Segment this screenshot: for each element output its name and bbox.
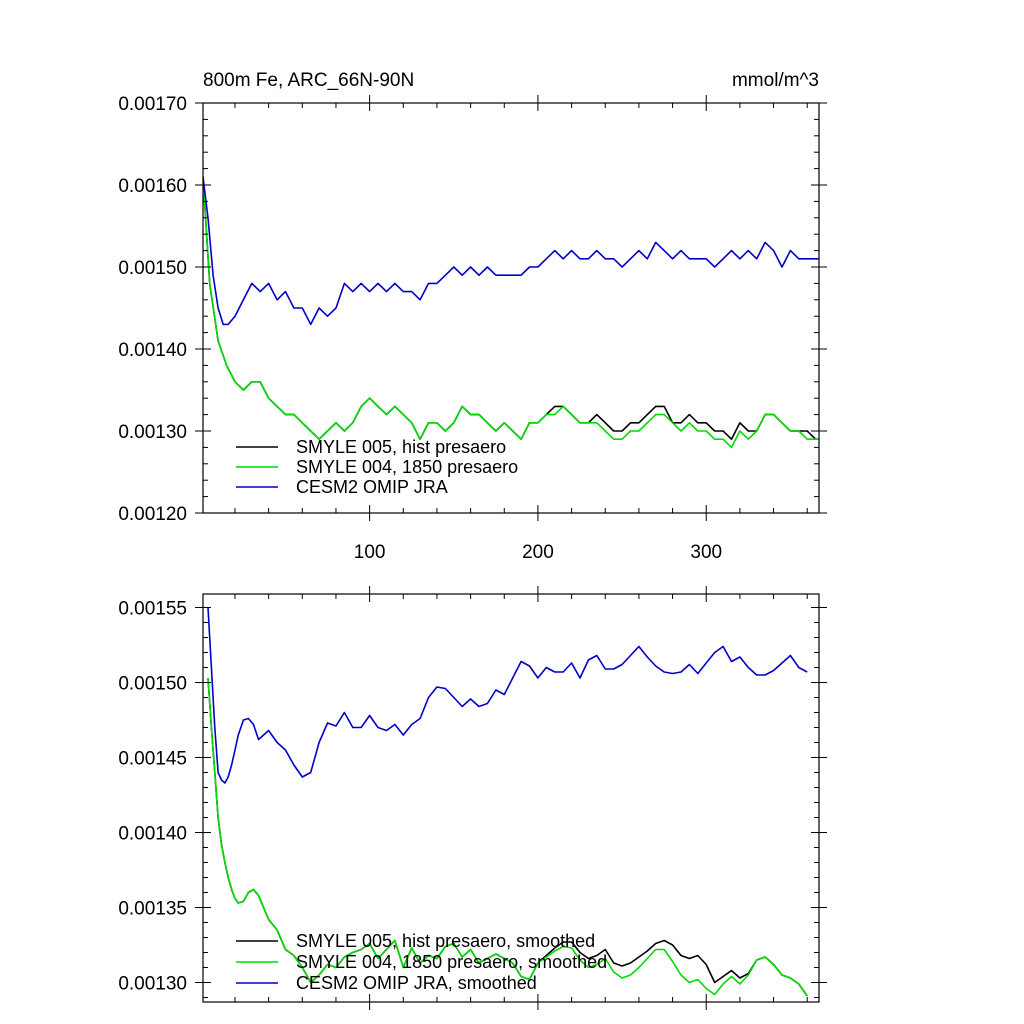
top-series-line-1 [203, 176, 819, 449]
top-legend-label: SMYLE 005, hist presaero [296, 437, 506, 457]
bottom-plot-frame [202, 593, 820, 1003]
bottom-legend-label: SMYLE 004, 1850 presaero, smoothed [296, 952, 607, 972]
top-chart-title: 800m Fe, ARC_66N-90N [203, 70, 414, 91]
top-x-tick-label: 300 [690, 542, 722, 563]
bottom-legend-label: SMYLE 005, hist presaero, smoothed [296, 931, 595, 951]
top-legend-label: SMYLE 004, 1850 presaero [296, 457, 518, 477]
top-y-tick-label: 0.00170 [118, 94, 187, 115]
top-plot-frame [202, 102, 820, 514]
bottom-y-tick-label: 0.00150 [118, 674, 187, 695]
bottom-plot-lines [207, 607, 808, 997]
bottom-series-line-1 [207, 677, 808, 997]
top-chart-units: mmol/m^3 [732, 70, 819, 91]
top-x-tick-label: 100 [354, 542, 386, 563]
bottom-panel: 0.00130 0.00135 0.00140 0.00145 0.00150 0.001… [118, 586, 827, 1010]
top-series-line-2 [203, 176, 819, 326]
top-x-tick-labels: 100 200 300 [354, 542, 722, 563]
bottom-y-tick-label: 0.00140 [118, 824, 187, 845]
top-y-tick-labels: 0.00120 0.00130 0.00140 0.00150 0.00160 0.001… [118, 94, 187, 525]
bottom-axis-ticks [195, 586, 827, 1010]
bottom-y-tick-label: 0.00130 [118, 974, 187, 995]
bottom-y-tick-label: 0.00155 [118, 599, 187, 620]
top-y-tick-label: 0.00130 [118, 422, 187, 443]
bottom-series-line-2 [207, 607, 808, 784]
top-plot-lines [203, 176, 819, 449]
top-x-tick-label: 200 [522, 542, 554, 563]
top-legend-label: CESM2 OMIP JRA [296, 477, 448, 497]
bottom-y-tick-label: 0.00135 [118, 899, 187, 920]
top-y-tick-label: 0.00160 [118, 176, 187, 197]
top-y-tick-label: 0.00120 [118, 504, 187, 525]
top-y-tick-label: 0.00150 [118, 258, 187, 279]
bottom-legend: SMYLE 005, hist presaero, smoothedSMYLE … [236, 931, 607, 993]
top-axis-ticks [195, 95, 827, 521]
bottom-legend-label: CESM2 OMIP JRA, smoothed [296, 973, 537, 993]
bottom-y-tick-label: 0.00145 [118, 749, 187, 770]
top-y-tick-label: 0.00140 [118, 340, 187, 361]
bottom-y-tick-labels: 0.00130 0.00135 0.00140 0.00145 0.00150 0.001… [118, 599, 187, 995]
top-panel: 0.00120 0.00130 0.00140 0.00150 0.00160 0.001… [118, 70, 827, 563]
